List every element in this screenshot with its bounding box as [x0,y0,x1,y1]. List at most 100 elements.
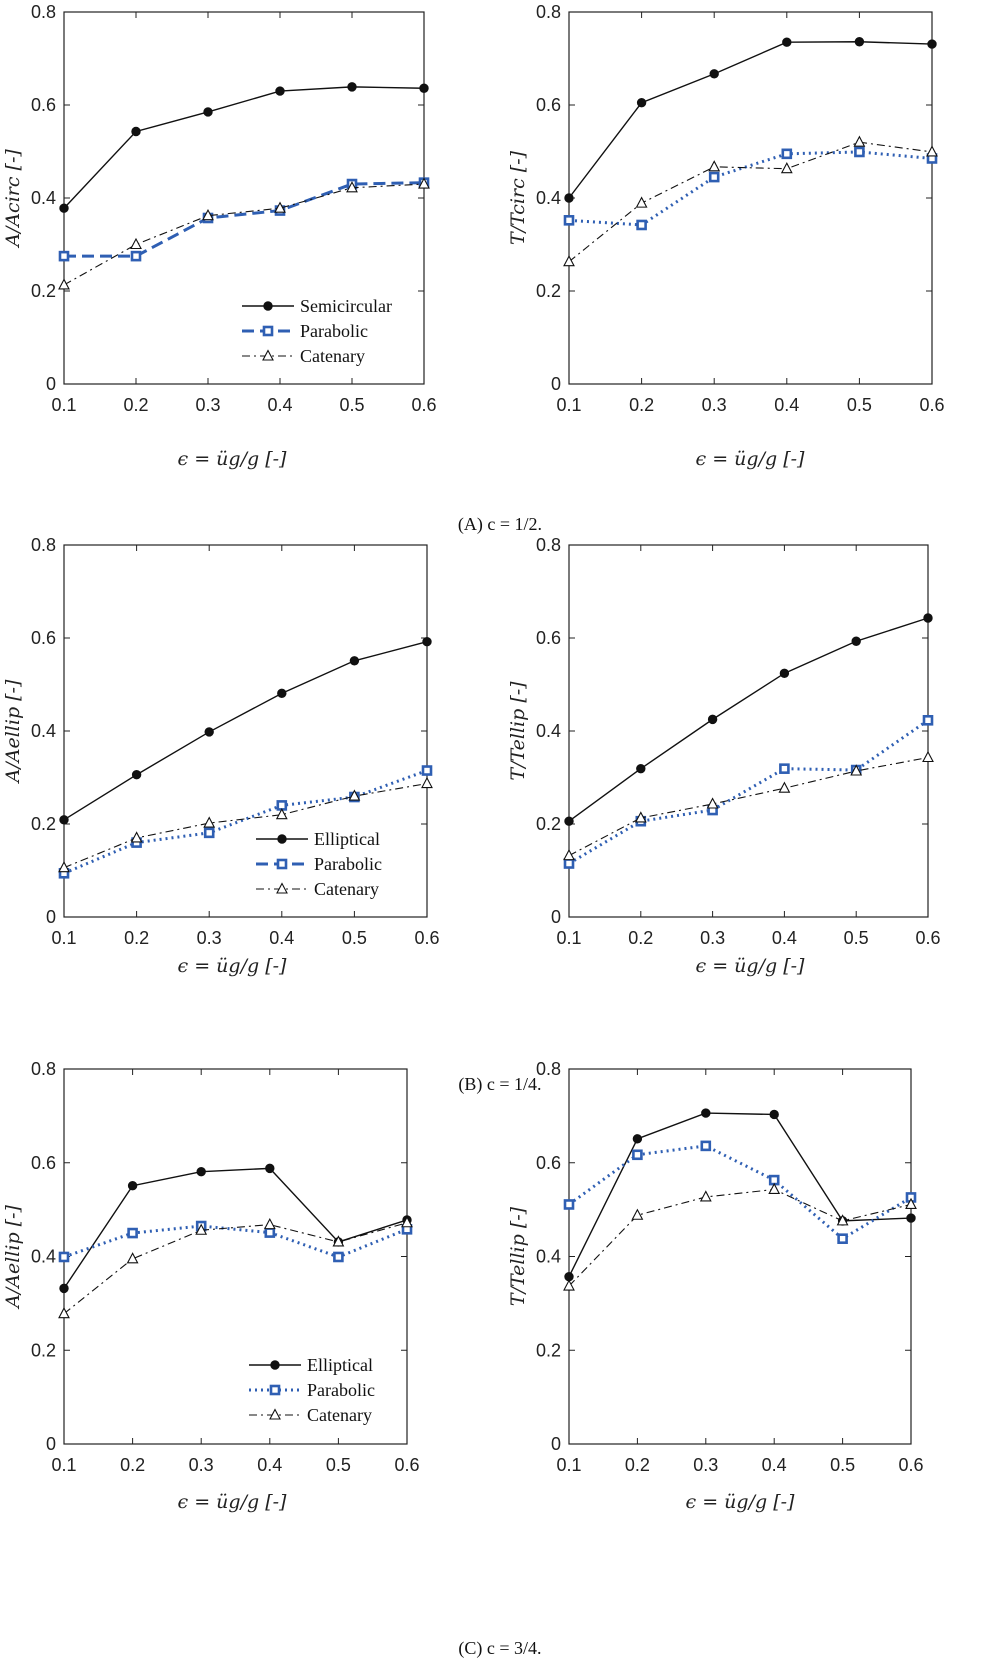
data-point [277,688,287,699]
legend-label-elliptical: Elliptical [314,829,380,849]
y-tick-label: 0.8 [536,2,561,22]
plot-frame [63,11,425,385]
y-tick-label: 0.6 [536,1153,561,1173]
y-axis-label: A/Acirc [-] [2,149,24,249]
legend-marker [262,349,274,361]
data-point [346,181,358,193]
x-tick-label: 0.2 [628,928,653,948]
y-tick-label: 0.8 [536,1059,561,1079]
data-point [421,776,433,789]
data-point [202,208,214,221]
data-point [926,145,938,157]
series-line [63,1224,408,1259]
legend-marker [269,1408,281,1420]
x-tick-label: 0.2 [629,395,654,415]
legend-label-parabolic: Parabolic [300,321,368,341]
series-elliptical [564,1108,916,1282]
data-point [195,1223,208,1235]
x-tick-label: 0.4 [269,928,294,948]
y-tick-label: 0.8 [31,1059,56,1079]
data-point [850,764,863,776]
data-point [349,656,360,666]
series-catenary [563,750,934,861]
data-point [332,1235,345,1247]
x-axis-label: ϵ = üg/g [-] [178,448,287,470]
data-point [58,1307,70,1319]
x-tick-label: 0.6 [411,395,436,415]
legend-marker [263,301,273,311]
x-tick-label: 0.5 [830,1455,855,1475]
y-tick-label: 0.6 [31,1153,56,1173]
data-point [636,219,647,231]
x-tick-label: 0.6 [915,928,940,948]
series-line [64,181,425,258]
x-tick-label: 0.5 [342,928,367,948]
legend-marker [276,882,288,894]
data-point [59,815,69,825]
series-line [568,1112,912,1277]
data-point [779,763,790,774]
data-point [905,1197,917,1210]
x-tick-label: 0.6 [414,928,439,948]
y-tick-label: 0.8 [31,535,56,555]
data-point [563,1279,575,1291]
data-point [274,201,286,213]
data-point [635,196,648,208]
y-tick-label: 0 [46,374,56,394]
y-tick-label: 0 [551,1434,561,1454]
y-tick-label: 0.8 [31,2,56,22]
y-tick-label: 0.6 [31,628,56,648]
x-tick-label: 0.2 [123,395,148,415]
data-point [632,1134,643,1144]
x-tick-label: 0.3 [700,928,725,948]
data-point [906,1213,916,1223]
data-point [130,237,142,250]
data-point [779,668,790,679]
legend-marker [262,325,274,337]
data-point [854,146,865,158]
data-point [130,250,142,262]
x-tick-label: 0.3 [189,1455,214,1475]
y-axis-label: A/Aellip [-] [2,679,24,784]
data-point [131,126,141,137]
legend-marker [276,858,288,870]
series-line [63,183,425,286]
chart-C-right: 0.1 0.2 0.3 0.4 0.5 0.6 0 0.2 0.4 0.6 0.8 ϵ = üg/g … [507,1059,924,1513]
data-point [632,1149,643,1161]
legend: Semicircular Parabolic Catenary [242,296,392,366]
series-line [568,150,933,227]
data-point [58,278,70,290]
y-tick-label: 0.4 [31,188,56,208]
x-tick-label: 0.4 [762,1455,787,1475]
data-point [922,715,934,726]
y-tick-label: 0.2 [31,1340,56,1360]
legend-label-catenary: Catenary [307,1405,372,1425]
x-tick-label: 0.4 [267,395,292,415]
x-tick-label: 0.2 [124,928,149,948]
data-point [636,97,647,108]
series-catenary [58,177,430,290]
x-tick-label: 0.1 [51,395,76,415]
y-tick-label: 0 [46,1434,56,1454]
data-point [203,827,215,839]
y-tick-label: 0.6 [536,95,561,115]
data-point [563,858,575,869]
legend-label-parabolic: Parabolic [307,1380,375,1400]
series-elliptical [564,613,933,826]
legend-marker [270,1360,280,1370]
x-axis-label: ϵ = üg/g [-] [686,1491,795,1513]
data-point [927,39,937,49]
data-point [131,770,142,780]
x-tick-label: 0.6 [919,395,944,415]
y-tick-label: 0.2 [31,281,56,301]
data-point [263,1217,276,1230]
legend-label-catenary: Catenary [314,879,379,899]
series-line [568,141,933,263]
series-catenary [58,1216,413,1319]
data-point [782,37,792,47]
x-tick-label: 0.5 [339,395,364,415]
x-axis-label: ϵ = üg/g [-] [696,955,805,977]
series-catenary [563,1182,917,1291]
data-point [422,637,432,647]
data-point [837,1233,848,1244]
